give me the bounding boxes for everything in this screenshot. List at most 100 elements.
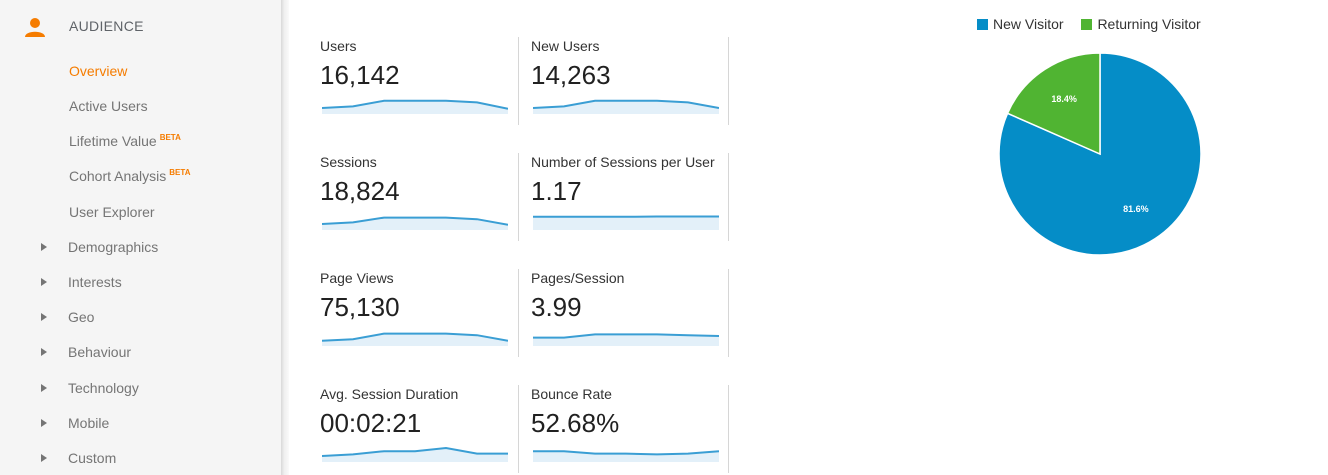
sparkline <box>533 99 719 114</box>
sidebar-group-interests[interactable]: Interests <box>0 274 281 304</box>
sparkline-area <box>533 334 719 346</box>
metric-value: 14,263 <box>531 60 611 90</box>
sparkline-line <box>533 99 719 109</box>
metric-value: 1.17 <box>531 176 582 206</box>
legend-label: New Visitor <box>993 16 1064 32</box>
metric-value: 75,130 <box>320 292 400 322</box>
sparkline <box>533 450 719 462</box>
divider <box>518 385 519 473</box>
sidebar-item-cohort-analysis[interactable]: Cohort Analysis BETA <box>69 168 190 184</box>
pie-chart-svg: 81.6% 18.4% <box>998 52 1202 256</box>
sparkline-line <box>533 450 719 456</box>
legend-item-new-visitor[interactable]: New Visitor <box>977 16 1064 32</box>
metric-name: Pages/Session <box>531 270 625 286</box>
sparkline-line <box>322 99 508 110</box>
sparkline-area <box>533 451 719 462</box>
sparkline <box>322 332 508 346</box>
person-icon <box>25 18 45 37</box>
divider <box>728 153 729 241</box>
sparkline-line <box>322 446 508 457</box>
sidebar-item-user-explorer[interactable]: User Explorer <box>69 204 155 220</box>
metric-bounce-rate[interactable]: Bounce Rate 52.68% <box>531 386 731 475</box>
audience-title: AUDIENCE <box>69 18 144 34</box>
divider <box>728 385 729 473</box>
sidebar-group-label: Demographics <box>68 239 159 255</box>
divider <box>728 269 729 357</box>
legend-item-returning-visitor[interactable]: Returning Visitor <box>1081 16 1201 32</box>
caret-right-icon <box>41 419 47 427</box>
divider <box>518 269 519 357</box>
sidebar-group-label: Interests <box>68 274 122 290</box>
pie-slice-label: 81.6% <box>1123 204 1149 214</box>
metric-value: 16,142 <box>320 60 400 90</box>
beta-badge: BETA <box>159 133 181 143</box>
divider <box>518 153 519 241</box>
metric-name: Page Views <box>320 270 394 286</box>
caret-right-icon <box>41 313 47 321</box>
sidebar-item-label: User Explorer <box>69 204 155 220</box>
sparkline-line <box>322 332 508 342</box>
divider <box>518 37 519 125</box>
caret-right-icon <box>41 278 47 286</box>
divider <box>728 37 729 125</box>
sidebar-shadow <box>281 0 289 475</box>
sparkline-line <box>533 333 719 339</box>
metric-name: Users <box>320 38 357 54</box>
chart-legend: New Visitor Returning Visitor <box>977 16 1215 32</box>
caret-right-icon <box>41 348 47 356</box>
audience-section-header[interactable]: AUDIENCE <box>0 0 281 54</box>
metric-new-users[interactable]: New Users 14,263 <box>531 38 731 128</box>
metric-value: 3.99 <box>531 292 582 322</box>
metric-value: 18,824 <box>320 176 400 206</box>
sidebar-item-label: Active Users <box>69 98 148 114</box>
sidebar-item-label: Overview <box>69 63 128 79</box>
sidebar-group-label: Behaviour <box>68 344 132 360</box>
sidebar-nav: AUDIENCE Overview Active Users Lifetime … <box>0 0 281 475</box>
sparkline <box>322 99 508 114</box>
sparkline-area <box>533 216 719 230</box>
sidebar-group-label: Technology <box>68 380 139 396</box>
legend-swatch <box>1081 19 1093 30</box>
metric-sessions[interactable]: Sessions 18,824 <box>320 154 520 244</box>
caret-right-icon <box>41 454 47 462</box>
pie-chart: 81.6% 18.4% <box>990 44 1210 264</box>
metric-name: Avg. Session Duration <box>320 386 459 402</box>
sidebar-item-label: Cohort Analysis <box>69 168 167 184</box>
sparkline <box>533 333 719 346</box>
metric-value: 52.68% <box>531 408 620 438</box>
sidebar-group-technology[interactable]: Technology <box>0 380 281 410</box>
metric-avg-session-duration[interactable]: Avg. Session Duration 00:02:21 <box>320 386 520 475</box>
pie-slice-returning-visitor[interactable] <box>1006 52 1101 156</box>
sidebar-item-overview[interactable]: Overview <box>69 63 127 79</box>
metric-page-views[interactable]: Page Views 75,130 <box>320 270 520 360</box>
legend-swatch <box>977 19 988 30</box>
metric-name: New Users <box>531 38 600 54</box>
sparkline <box>322 446 508 462</box>
sidebar-group-behaviour[interactable]: Behaviour <box>0 344 281 374</box>
metric-name: Bounce Rate <box>531 386 612 402</box>
sidebar-item-lifetime-value[interactable]: Lifetime Value BETA <box>69 133 181 149</box>
sidebar-group-geo[interactable]: Geo <box>0 309 281 339</box>
sparkline <box>533 215 719 230</box>
beta-badge: BETA <box>169 168 191 178</box>
sidebar-group-label: Custom <box>68 450 117 466</box>
metric-name: Number of Sessions per User <box>531 154 715 170</box>
legend-label: Returning Visitor <box>1097 16 1201 32</box>
metric-sessions-per-user[interactable]: Number of Sessions per User 1.17 <box>531 154 731 244</box>
metric-value: 00:02:21 <box>320 408 422 438</box>
metric-pages-per-session[interactable]: Pages/Session 3.99 <box>531 270 731 360</box>
sparkline-line <box>322 216 508 226</box>
sidebar-item-label: Lifetime Value <box>69 133 157 149</box>
sidebar-item-active-users[interactable]: Active Users <box>69 98 148 114</box>
metric-users[interactable]: Users 16,142 <box>320 38 520 128</box>
sidebar-group-custom[interactable]: Custom <box>0 450 281 475</box>
sidebar-group-label: Geo <box>68 309 95 325</box>
sidebar-group-mobile[interactable]: Mobile <box>0 415 281 445</box>
sparkline <box>322 216 508 230</box>
caret-right-icon <box>41 243 47 251</box>
caret-right-icon <box>41 384 47 392</box>
sidebar-group-label: Mobile <box>68 415 110 431</box>
sidebar-group-demographics[interactable]: Demographics <box>0 239 281 269</box>
pie-slice-label: 18.4% <box>1051 94 1077 104</box>
